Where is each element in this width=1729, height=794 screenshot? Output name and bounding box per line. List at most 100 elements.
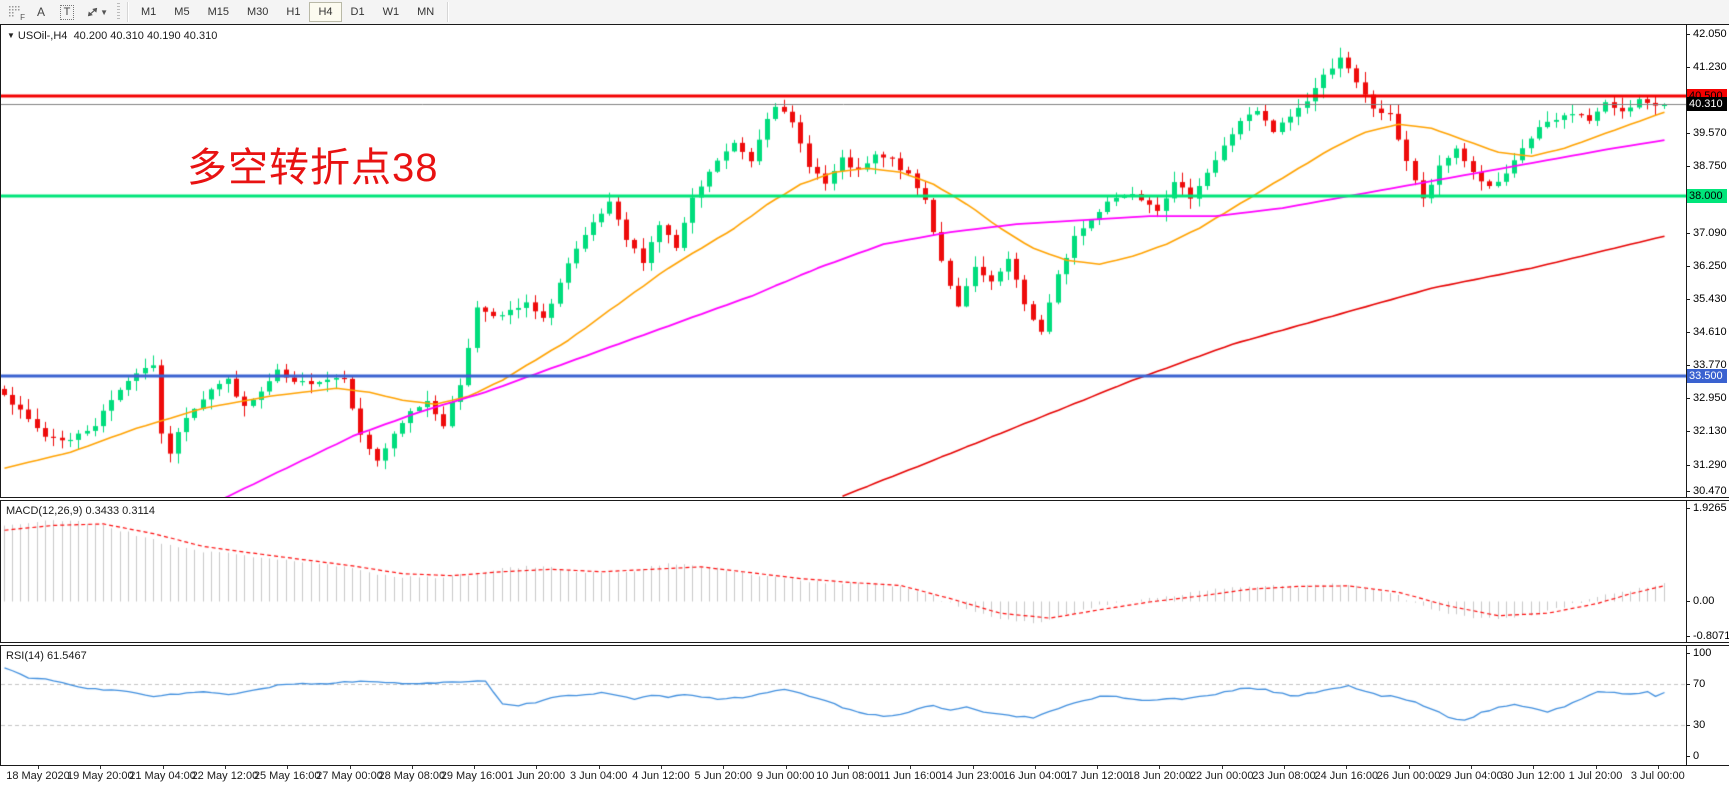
time-tick [163,766,164,769]
arrows-icon [87,7,98,16]
time-label: 27 May 00:00 [316,770,383,782]
time-label: 23 Jun 08:00 [1252,770,1316,782]
rsi-tick-label: 0 [1685,749,1700,762]
time-label: 1 Jun 20:00 [507,770,566,782]
time-label: 26 Jun 00:00 [1376,770,1441,782]
text-box-button[interactable]: T [54,2,80,22]
arrow-tools-button[interactable]: ▼ [80,2,114,22]
time-tick [786,766,787,769]
symbol-dropdown-icon: ▼ [7,31,15,40]
time-label: 16 Jun 04:00 [1002,770,1067,782]
time-tick [1409,766,1410,769]
macd-name: MACD(12,26,9) [6,505,83,517]
time-label: 3 Jun 04:00 [569,770,628,782]
rsi-canvas[interactable] [1,646,1686,765]
time-label: 29 Jun 04:00 [1439,770,1503,782]
time-tick [536,766,537,769]
macd-tick-label: 1.9265 [1686,502,1727,514]
indicator-f-label: F [20,13,25,22]
price-tick-label: 32.130 [1686,425,1727,437]
time-label: 28 May 08:00 [378,770,446,782]
rsi-label: RSI(14) 61.5467 [6,650,87,662]
price-tick-label: 30.470 [1686,485,1727,497]
time-label: 19 May 20:00 [66,770,134,782]
chart-title: ▼ USOil-,H4 40.200 40.310 40.190 40.310 [7,30,217,42]
time-label: 17 Jun 12:00 [1065,770,1129,782]
time-label: 11 Jun 16:00 [878,770,942,782]
price-tick-label: 32.950 [1686,392,1727,405]
price-line-badge: 33.500 [1687,369,1727,384]
rsi-scale[interactable]: 100 70 30 0 [1685,646,1729,765]
toolbar-drag-handle[interactable] [117,3,120,21]
time-label: 18 May 2020 [6,770,70,782]
time-tick [910,766,911,769]
time-tick [1035,766,1036,769]
chart-symbol-period: USOil-,H4 [17,30,68,42]
price-chart-panel: 42.05041.23040.41039.57038.75037.93037.0… [0,24,1729,498]
price-tick-label: 35.430 [1686,293,1727,305]
time-label: 14 Jun 23:00 [940,770,1005,782]
timeframe-m15-button[interactable]: M15 [199,2,238,22]
timeframe-h4-button[interactable]: H4 [309,2,342,22]
macd-label: MACD(12,26,9) 0.3433 0.3114 [6,505,155,517]
time-tick [1097,766,1098,769]
text-box-icon: T [59,4,75,20]
time-tick [1533,766,1534,769]
time-label: 30 Jun 12:00 [1501,770,1565,782]
time-label: 29 May 16:00 [440,770,508,782]
text-label-button[interactable]: A [28,2,54,22]
timeframe-mn-button[interactable]: MN [408,2,443,22]
time-label: 1 Jul 20:00 [1568,770,1623,782]
time-label: 4 Jun 12:00 [632,770,690,782]
rsi-panel: 100 70 30 0 RSI(14) 61.5467 [0,645,1729,766]
price-scale[interactable]: 42.05041.23040.41039.57038.75037.93037.0… [1686,25,1729,497]
timeframe-group: M1 M5 M15 M30 H1 H4 D1 W1 MN [132,0,443,24]
time-tick [1658,766,1659,769]
macd-canvas[interactable] [1,501,1686,642]
price-tick-label: 36.250 [1686,260,1727,273]
macd-tick-label: 0.00 [1685,595,1715,608]
timeframe-h1-button[interactable]: H1 [277,2,309,22]
timeframe-m5-button[interactable]: M5 [165,2,198,22]
time-label: 22 May 12:00 [191,770,259,782]
timeframe-w1-button[interactable]: W1 [374,2,409,22]
timeframe-m30-button[interactable]: M30 [238,2,277,22]
time-tick [412,766,413,769]
annotation-text[interactable]: 多空转折点38 [187,146,439,190]
rsi-tick-label: 30 [1685,718,1706,731]
price-tick-label: 38.750 [1686,160,1727,173]
price-tick-label: 33.770 [1686,359,1727,372]
price-chart-canvas[interactable] [1,25,1686,497]
dropdown-caret-icon: ▼ [100,7,108,17]
chart-ohlc-values: 40.200 40.310 40.190 40.310 [73,30,218,42]
time-label: 25 May 16:00 [253,770,321,782]
time-label: 9 Jun 00:00 [756,770,815,782]
price-tick-label: 42.050 [1686,28,1727,41]
price-tick-label: 31.290 [1686,458,1727,471]
price-tick-label: 41.230 [1686,61,1727,73]
time-tick [1596,766,1597,769]
time-tick [287,766,288,769]
time-tick [723,766,724,769]
time-tick [1159,766,1160,769]
indicator-window-button[interactable]: F [2,2,28,22]
macd-scale[interactable]: 1.9265 0.00 -0.8071 [1685,501,1729,642]
timeframe-m1-button[interactable]: M1 [132,2,165,22]
time-label: 18 Jun 20:00 [1127,770,1192,782]
price-tick-label: 37.090 [1686,226,1727,239]
time-label: 22 Jun 00:00 [1189,770,1254,782]
timeframe-d1-button[interactable]: D1 [342,2,374,22]
time-tick [38,766,39,769]
toolbar-separator [447,2,449,22]
time-tick [848,766,849,769]
time-label: 24 Jun 16:00 [1314,770,1379,782]
time-tick [1346,766,1347,769]
price-tick-label: 39.570 [1686,127,1727,140]
toolbar-separator [127,2,128,22]
time-tick [599,766,600,769]
time-label: 10 Jun 08:00 [816,770,880,782]
letter-a-icon: A [36,5,45,19]
time-axis[interactable]: 18 May 2020 19 May 20:00 21 May 04:00 22 Ma… [0,766,1729,794]
time-tick [1471,766,1472,769]
